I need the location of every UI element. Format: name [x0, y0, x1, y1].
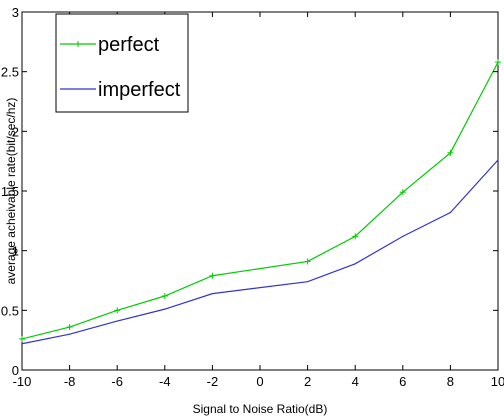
- data-point-imperfect: [449, 211, 451, 214]
- y-tick-label: 3: [12, 5, 19, 20]
- data-point-imperfect: [116, 320, 118, 322]
- data-point-imperfect: [164, 308, 166, 310]
- x-tick-label: 8: [447, 374, 454, 389]
- legend: perfect imperfect: [55, 13, 189, 113]
- x-tick-label: -4: [159, 374, 171, 389]
- x-tick-label: -8: [64, 374, 76, 389]
- y-axis-title: average acheivable rate(bit/sec/hz): [4, 98, 18, 285]
- y-tick-label: 2: [12, 124, 19, 139]
- y-tick-label: 1: [12, 244, 19, 259]
- series-line-imperfect: [21, 159, 499, 345]
- y-axis-ticks: 0 0.5 1 1.5 2 2.5 3: [1, 5, 498, 378]
- data-point-imperfect: [211, 293, 213, 295]
- y-tick-label: 2.5: [1, 65, 19, 80]
- y-tick-label: 1.5: [1, 184, 19, 199]
- data-point-perfect: [304, 258, 311, 265]
- x-tick-label: 6: [399, 374, 406, 389]
- data-point-imperfect: [21, 343, 23, 345]
- x-tick-label: -2: [207, 374, 219, 389]
- x-tick-label: 0: [256, 374, 263, 389]
- data-point-perfect: [352, 233, 359, 240]
- x-axis-title: Signal to Noise Ratio(dB): [193, 402, 328, 416]
- x-tick-label: -10: [13, 374, 32, 389]
- data-point-imperfect: [354, 263, 356, 265]
- data-point-imperfect: [307, 281, 309, 283]
- y-tick-label: 0.5: [1, 303, 19, 318]
- series-layer: [19, 59, 501, 345]
- legend-label-perfect: perfect: [98, 34, 160, 56]
- x-axis-ticks: -10 -8 -6 -4 -2 0 2 4 6 8 10: [13, 12, 504, 389]
- data-point-perfect: [161, 293, 168, 300]
- x-tick-label: -6: [111, 374, 123, 389]
- y-tick-label: 0: [12, 363, 19, 378]
- series-line-perfect: [21, 61, 499, 340]
- data-point-perfect: [209, 272, 216, 279]
- legend-box: [55, 13, 189, 113]
- data-point-imperfect: [497, 159, 499, 161]
- data-point-perfect: [447, 149, 454, 156]
- data-point-perfect: [399, 189, 406, 196]
- x-tick-label: 2: [304, 374, 311, 389]
- data-point-imperfect: [69, 333, 71, 335]
- data-point-perfect: [495, 59, 501, 66]
- x-tick-label: 10: [491, 374, 504, 389]
- data-point-perfect: [66, 324, 73, 331]
- legend-label-imperfect: imperfect: [98, 79, 181, 101]
- legend-marker-perfect: [75, 41, 81, 47]
- data-point-perfect: [114, 307, 121, 314]
- x-tick-label: 4: [352, 374, 359, 389]
- data-point-perfect: [19, 335, 25, 342]
- data-point-imperfect: [402, 235, 404, 237]
